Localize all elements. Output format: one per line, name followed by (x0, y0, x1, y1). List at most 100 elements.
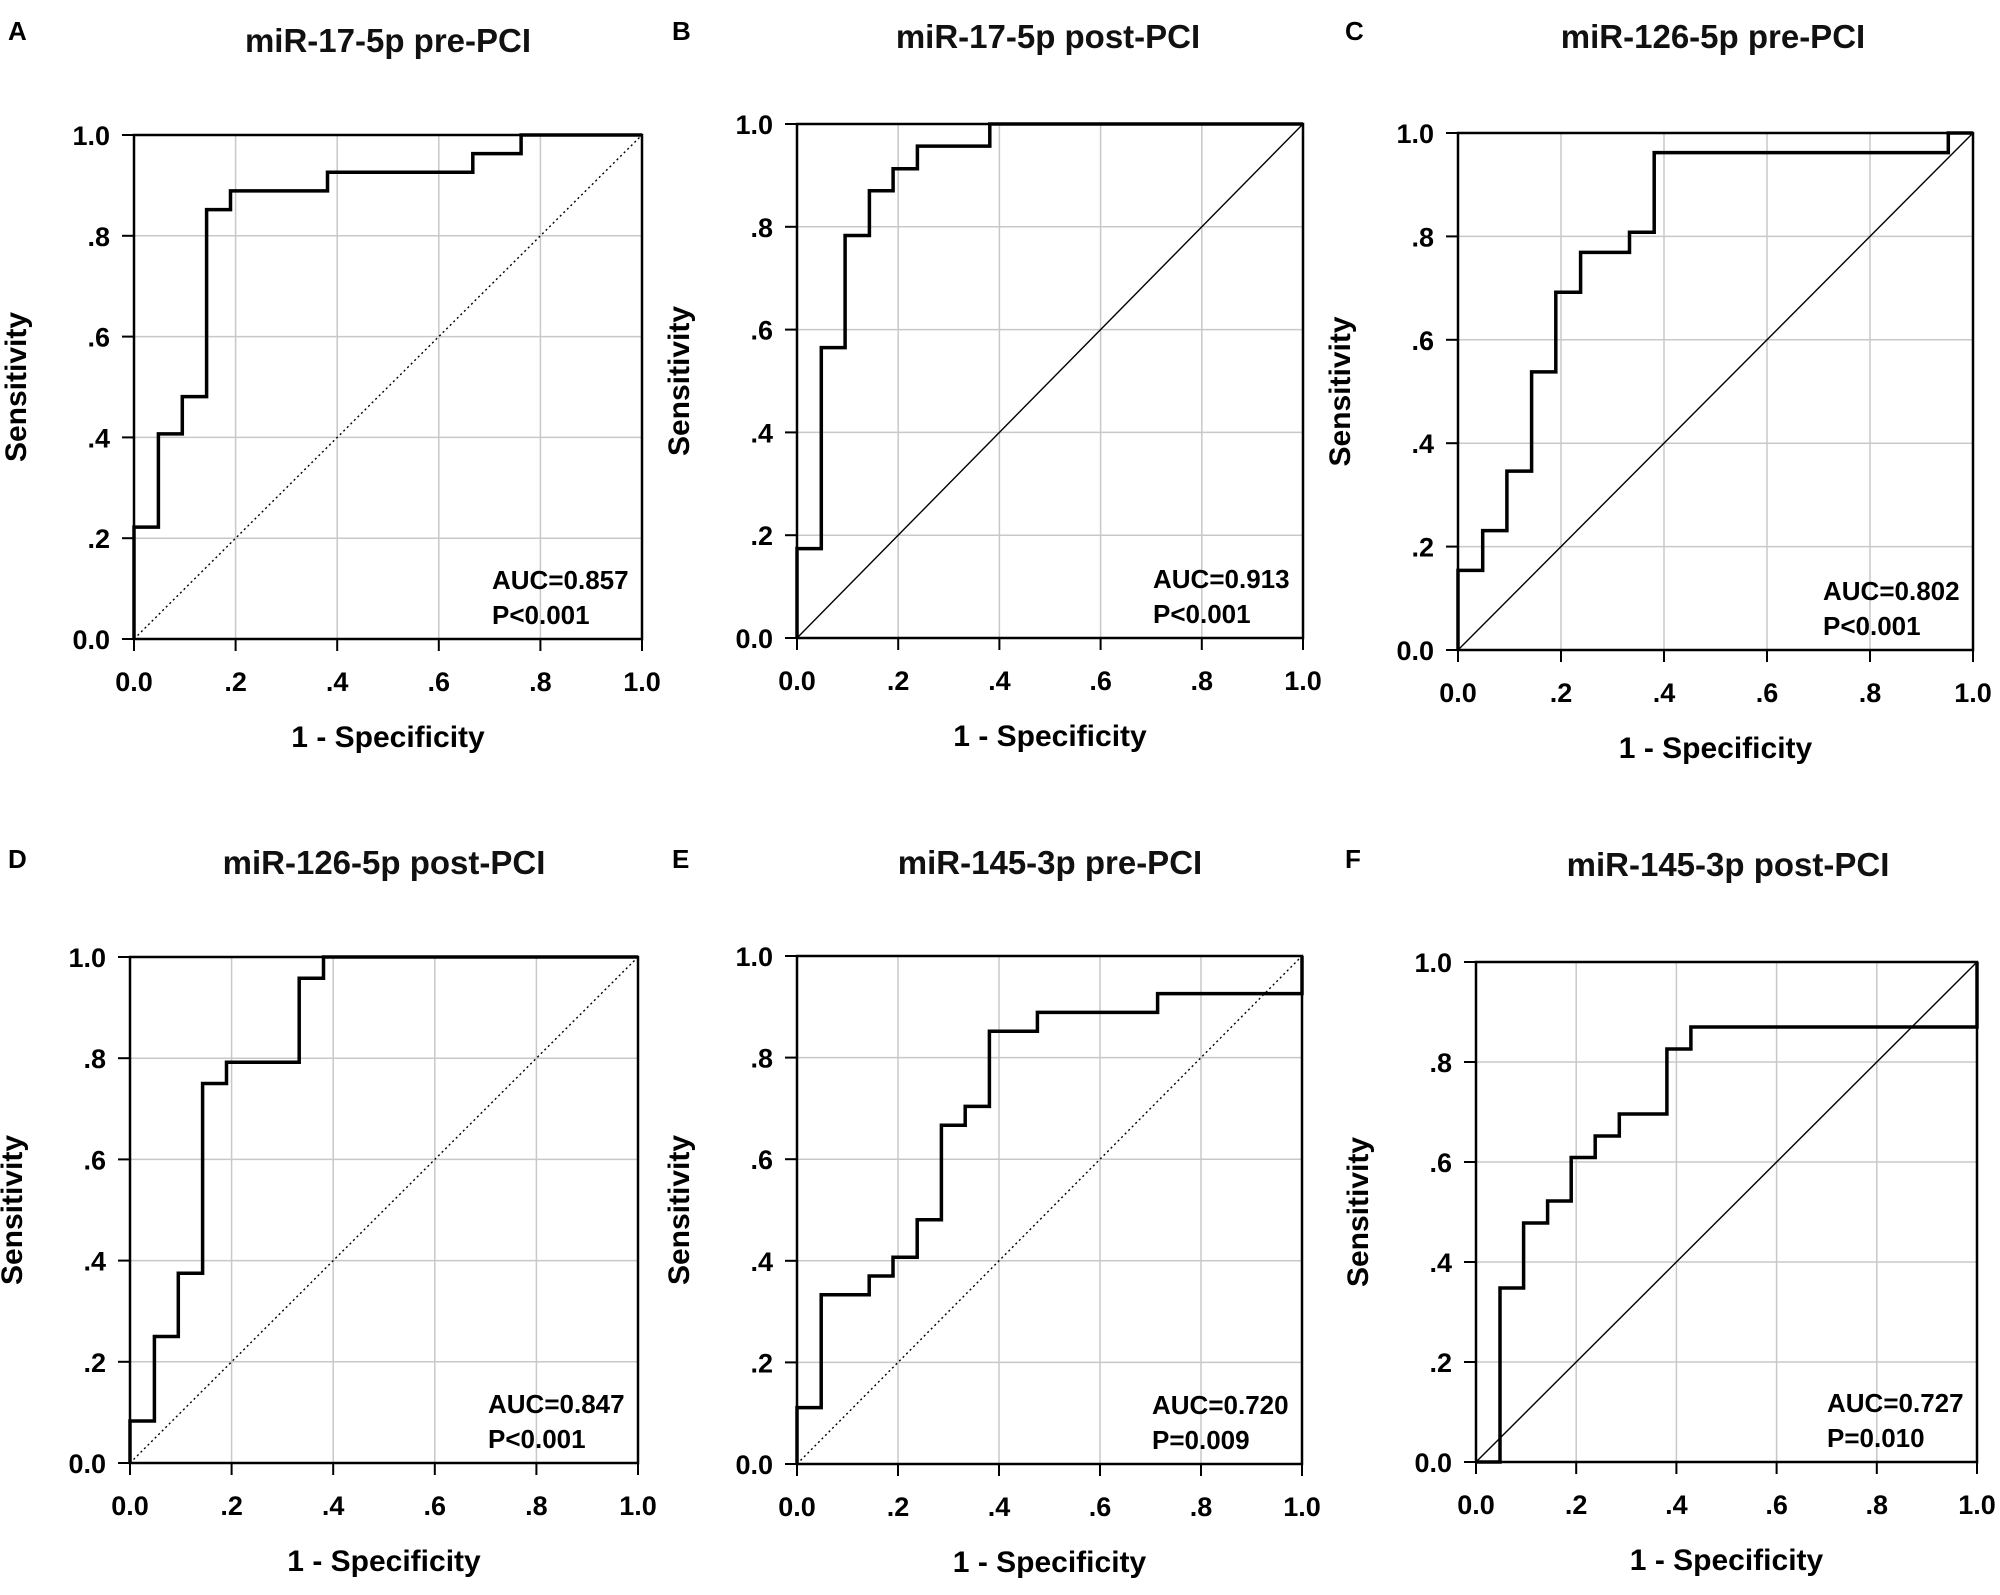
x-tick-label: 0.0 (1439, 678, 1477, 708)
x-axis-label: 1 - Specificity (953, 720, 1147, 753)
y-tick-label: 1.0 (1414, 948, 1452, 978)
panel-letter: B (672, 16, 691, 46)
x-axis-label: 1 - Specificity (291, 721, 485, 754)
reference-diagonal-line (1457, 132, 1974, 651)
roc-curve (795, 956, 1304, 1464)
p-value-annotation: P<0.001 (1823, 611, 1921, 641)
x-tick-label: .6 (424, 1491, 447, 1521)
y-tick-label: .8 (1411, 222, 1434, 252)
y-tick-label: .6 (1429, 1148, 1452, 1178)
p-value-annotation: P=0.010 (1827, 1423, 1925, 1453)
p-value-annotation: P<0.001 (1153, 599, 1251, 629)
x-tick-label: 1.0 (1283, 1492, 1321, 1522)
y-tick-label: 0.0 (1396, 636, 1434, 666)
x-tick-label: .2 (1565, 1490, 1588, 1520)
auc-annotation: AUC=0.913 (1153, 564, 1290, 594)
plot-frame (795, 954, 1304, 1466)
x-axis-label: 1 - Specificity (953, 1546, 1147, 1579)
y-tick-label: .8 (750, 1044, 773, 1074)
y-tick-label: .4 (83, 1247, 106, 1277)
y-tick-label: .6 (750, 316, 773, 346)
x-tick-label: 0.0 (1457, 1490, 1495, 1520)
chart-title: miR-126-5p pre-PCI (1561, 18, 1865, 55)
x-tick-label: 1.0 (1284, 666, 1322, 696)
x-tick-label: 0.0 (115, 667, 153, 697)
y-tick-label: .8 (83, 1044, 106, 1074)
x-tick-label: .8 (525, 1491, 548, 1521)
x-tick-label: .2 (887, 1492, 910, 1522)
y-tick-label: 0.0 (72, 625, 110, 655)
reference-diagonal-line (1475, 961, 1978, 1463)
x-tick-label: .2 (224, 667, 247, 697)
auc-annotation: AUC=0.857 (492, 565, 629, 595)
p-value-annotation: P=0.009 (1152, 1425, 1250, 1455)
auc-annotation: AUC=0.727 (1827, 1388, 1964, 1418)
y-tick-label: .8 (1429, 1048, 1452, 1078)
y-tick-label: .4 (750, 418, 773, 448)
x-tick-label: .4 (326, 667, 349, 697)
y-tick-label: .4 (1429, 1248, 1452, 1278)
panel-letter: A (8, 16, 27, 46)
x-tick-label: 0.0 (111, 1491, 149, 1521)
roc-curve (132, 133, 642, 639)
x-tick-label: .8 (1866, 1490, 1889, 1520)
y-tick-label: 1.0 (735, 110, 773, 140)
y-tick-label: .4 (87, 423, 110, 453)
y-tick-label: .2 (1429, 1348, 1452, 1378)
y-tick-label: .6 (750, 1145, 773, 1175)
y-tick-label: .4 (1411, 429, 1434, 459)
y-tick-label: .6 (87, 323, 110, 353)
x-tick-label: .4 (1665, 1490, 1688, 1520)
x-tick-label: .6 (1089, 1492, 1112, 1522)
y-tick-label: 1.0 (735, 942, 773, 972)
y-tick-label: .2 (750, 1348, 773, 1378)
y-tick-label: .2 (83, 1348, 106, 1378)
x-tick-label: .4 (988, 666, 1011, 696)
x-tick-label: .4 (1653, 678, 1676, 708)
y-tick-label: 1.0 (68, 943, 106, 973)
chart-title: miR-17-5p post-PCI (896, 18, 1200, 55)
x-tick-label: .6 (1756, 678, 1779, 708)
reference-diagonal-line (796, 123, 1304, 639)
x-tick-label: .6 (1089, 666, 1112, 696)
x-tick-label: 0.0 (778, 666, 816, 696)
roc-curve (128, 955, 638, 1463)
y-tick-label: 0.0 (735, 1450, 773, 1480)
reference-diagonal-line (129, 956, 639, 1464)
x-tick-label: .8 (1190, 1492, 1213, 1522)
x-tick-label: .2 (1550, 678, 1573, 708)
y-axis-label: Sensitivity (663, 306, 696, 456)
x-axis-label: 1 - Specificity (287, 1545, 481, 1578)
x-tick-label: .4 (988, 1492, 1011, 1522)
y-tick-label: .6 (1411, 326, 1434, 356)
x-tick-label: .4 (322, 1491, 345, 1521)
x-axis-label: 1 - Specificity (1630, 1544, 1824, 1577)
roc-curve (795, 122, 1303, 638)
x-tick-label: 0.0 (778, 1492, 816, 1522)
auc-annotation: AUC=0.847 (488, 1389, 625, 1419)
y-tick-label: 0.0 (1414, 1448, 1452, 1478)
y-tick-label: .2 (750, 521, 773, 551)
x-tick-label: .8 (529, 667, 552, 697)
plot-frame (1474, 960, 1979, 1464)
roc-curve (1476, 962, 1979, 1464)
roc-curve (1456, 131, 1973, 650)
plot-frame (128, 955, 640, 1465)
chart-title: miR-126-5p post-PCI (223, 844, 546, 881)
panel-letter: D (8, 844, 27, 874)
x-tick-label: 1.0 (1954, 678, 1992, 708)
auc-annotation: AUC=0.720 (1152, 1390, 1289, 1420)
y-tick-label: 0.0 (68, 1449, 106, 1479)
p-value-annotation: P<0.001 (488, 1424, 586, 1454)
plot-frame (1456, 131, 1975, 652)
y-tick-label: .4 (750, 1247, 773, 1277)
y-tick-label: .2 (87, 524, 110, 554)
x-tick-label: .8 (1859, 678, 1882, 708)
y-tick-label: .8 (750, 213, 773, 243)
p-value-annotation: P<0.001 (492, 600, 590, 630)
plot-frame (132, 133, 644, 641)
